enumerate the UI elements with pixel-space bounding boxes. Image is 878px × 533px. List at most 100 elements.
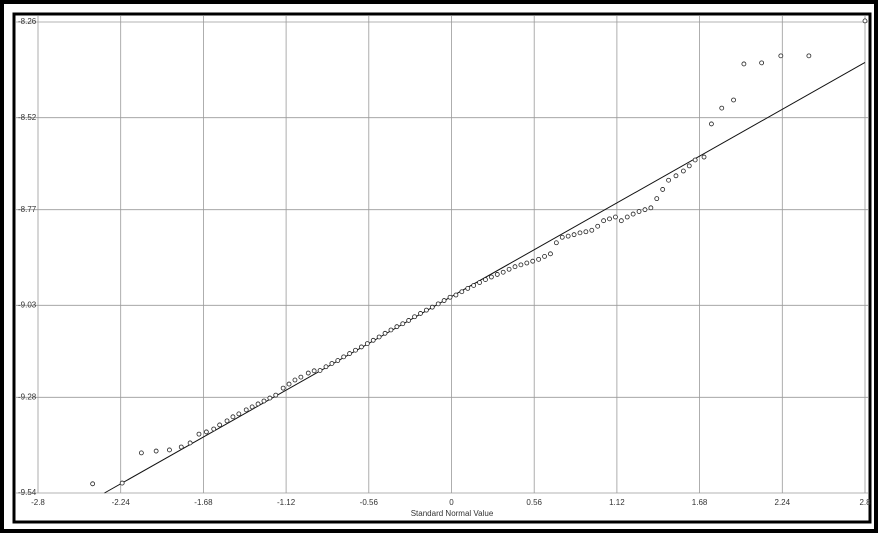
point: [518, 262, 524, 268]
point: [500, 269, 506, 275]
point: [224, 418, 230, 424]
point: [488, 274, 494, 280]
x-tick-label: -2.8: [31, 498, 45, 507]
point: [548, 251, 553, 257]
point: [680, 168, 686, 174]
point: [553, 240, 559, 246]
point: [465, 286, 471, 291]
point: [494, 272, 500, 277]
x-axis-title: Standard Normal Value: [411, 509, 494, 518]
point: [530, 258, 536, 264]
point: [273, 392, 279, 398]
point: [196, 431, 202, 437]
point: [506, 266, 512, 272]
point: [571, 232, 577, 238]
point: [267, 395, 273, 401]
point: [317, 368, 323, 373]
point: [441, 298, 447, 303]
point: [542, 253, 547, 259]
point: [459, 289, 465, 295]
point: [187, 440, 193, 446]
point: [806, 53, 812, 59]
point: [673, 173, 679, 179]
point: [565, 233, 571, 239]
point: [347, 351, 353, 356]
point: [453, 292, 459, 298]
point: [341, 354, 347, 360]
point: [692, 157, 698, 163]
point: [217, 422, 223, 428]
point: [660, 187, 666, 192]
point: [353, 347, 358, 353]
x-tick-label: -2.24: [112, 498, 131, 507]
y-tick-label: -8.52: [18, 113, 37, 122]
point: [624, 214, 630, 220]
point: [686, 163, 692, 169]
point: [376, 334, 382, 340]
y-tick-label: -9.54: [18, 488, 37, 497]
point: [359, 344, 364, 350]
point: [701, 154, 707, 160]
point: [709, 121, 714, 127]
x-tick-label: -1.12: [277, 498, 296, 507]
y-tick-label: -9.28: [18, 392, 37, 401]
point: [243, 407, 249, 413]
point: [90, 481, 96, 487]
point: [286, 381, 292, 387]
point: [636, 209, 642, 214]
point: [447, 294, 453, 300]
point: [589, 227, 595, 233]
x-tick-label: -1.68: [194, 498, 213, 507]
point: [323, 364, 329, 370]
point: [370, 337, 376, 343]
x-tick-label: 2.24: [775, 498, 791, 507]
point: [471, 283, 477, 288]
point: [167, 447, 172, 453]
x-tick-label: 0: [449, 498, 454, 507]
point: [759, 60, 765, 66]
point: [618, 218, 624, 224]
point: [388, 327, 394, 333]
point: [512, 264, 518, 270]
point: [630, 211, 636, 217]
point: [423, 307, 429, 313]
point: [613, 214, 618, 220]
point: [719, 105, 725, 111]
point: [292, 377, 298, 383]
point: [153, 448, 159, 454]
y-tick-label: -9.03: [18, 300, 37, 309]
point: [536, 256, 542, 262]
point: [211, 426, 217, 432]
point: [483, 277, 488, 282]
point: [382, 330, 388, 336]
point: [249, 404, 255, 410]
point: [298, 374, 304, 380]
point: [203, 429, 209, 435]
point: [862, 18, 868, 24]
point: [364, 341, 370, 347]
plot-frame: [12, 12, 872, 524]
x-tick-label: 1.12: [609, 498, 625, 507]
point: [255, 401, 261, 407]
point: [642, 207, 648, 213]
point: [741, 61, 747, 67]
point: [429, 304, 435, 310]
point: [280, 385, 286, 391]
point: [400, 321, 406, 327]
point: [178, 444, 184, 450]
point: [654, 196, 660, 202]
x-tick-label: 1.68: [692, 498, 708, 507]
point: [261, 398, 267, 404]
point: [305, 370, 311, 376]
point: [412, 314, 417, 320]
point: [601, 218, 607, 224]
y-tick-label: -8.26: [18, 17, 37, 26]
point: [418, 311, 423, 316]
point: [577, 230, 583, 236]
point: [230, 414, 236, 420]
point: [311, 368, 317, 374]
x-tick-label: -0.56: [360, 498, 379, 507]
